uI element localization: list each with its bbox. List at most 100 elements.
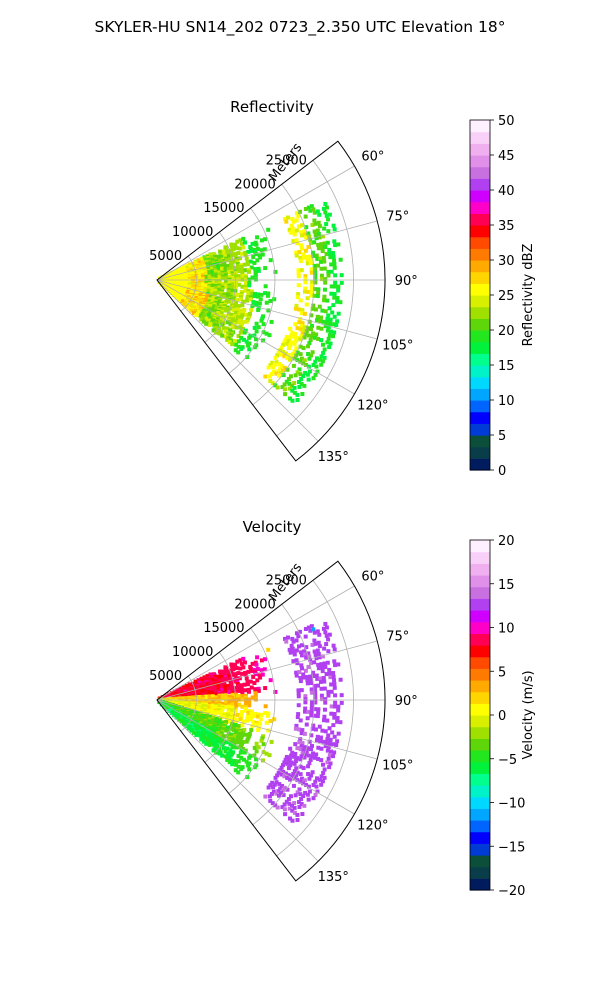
- echo-cell: [293, 758, 298, 763]
- echo-cell: [300, 666, 305, 671]
- echo-cell: [273, 355, 278, 360]
- echo-cell: [257, 301, 262, 306]
- colorbar-segment: [470, 295, 490, 308]
- echo-cell: [316, 325, 321, 330]
- echo-cell: [254, 300, 259, 305]
- echo-cell: [233, 242, 238, 247]
- echo-cell: [253, 687, 258, 692]
- echo-cell: [309, 334, 314, 339]
- echo-cell: [279, 765, 284, 770]
- echo-cell: [315, 209, 320, 214]
- colorbar-tick-label: 10: [498, 622, 515, 637]
- echo-cell: [325, 317, 330, 322]
- echo-cell: [252, 345, 257, 350]
- echo-cell: [224, 258, 229, 263]
- echo-cell: [308, 241, 313, 246]
- echo-cell: [333, 663, 338, 668]
- echo-cell: [216, 264, 221, 269]
- echo-cell: [284, 755, 289, 760]
- echo-cell: [316, 290, 321, 295]
- echo-cell: [250, 241, 255, 246]
- echo-cell: [246, 669, 251, 674]
- echo-cell: [296, 224, 301, 229]
- echo-cell: [219, 292, 224, 297]
- echo-cell: [265, 713, 270, 718]
- echo-cell: [301, 672, 306, 677]
- echo-cell: [309, 773, 314, 778]
- echo-cell: [301, 373, 306, 378]
- echo-cell: [277, 362, 282, 367]
- echo-cell: [254, 242, 259, 247]
- echo-cell: [224, 276, 229, 281]
- echo-cell: [312, 713, 317, 718]
- echo-cell: [283, 392, 288, 397]
- echo-cell: [226, 684, 231, 689]
- echo-cell: [239, 335, 244, 340]
- echo-cell: [244, 298, 249, 303]
- echo-cell: [298, 372, 303, 377]
- range-tick-label: 25000: [266, 573, 307, 588]
- echo-cell: [227, 677, 232, 682]
- echo-cell: [289, 333, 294, 338]
- echo-cell: [275, 353, 280, 358]
- echo-cell: [270, 780, 275, 785]
- colorbar-segment: [470, 773, 490, 786]
- echo-cell: [317, 632, 322, 637]
- echo-cell: [227, 257, 232, 262]
- echo-cell: [325, 660, 330, 665]
- echo-cell: [233, 303, 238, 308]
- echo-cell: [260, 338, 265, 343]
- echo-cell: [271, 789, 276, 794]
- azimuth-tick-label: 105°: [382, 339, 413, 354]
- echo-cell: [189, 728, 194, 733]
- echo-cell: [247, 277, 252, 282]
- echo-cell: [242, 330, 247, 335]
- range-tick-label: 10000: [172, 645, 213, 660]
- echo-cell: [302, 731, 307, 736]
- echo-cell: [292, 761, 297, 766]
- range-tick-label: 5000: [149, 249, 182, 264]
- echo-cell: [292, 349, 297, 354]
- echo-cell: [325, 748, 330, 753]
- echo-cell: [309, 286, 314, 291]
- echo-cell: [327, 345, 332, 350]
- echo-cell: [231, 727, 236, 732]
- echo-cell: [167, 288, 172, 293]
- echo-cell: [289, 760, 294, 765]
- echo-cell: [291, 363, 296, 368]
- echo-cell: [254, 749, 259, 754]
- echo-cell: [228, 328, 233, 333]
- echo-cell: [297, 384, 302, 389]
- echo-cell: [315, 629, 320, 634]
- echo-cell: [276, 350, 281, 355]
- range-ring: [228, 627, 276, 794]
- echo-cell: [223, 749, 228, 754]
- echo-cell: [247, 697, 252, 702]
- azimuth-tick-label: 60°: [361, 149, 384, 164]
- echo-cell: [327, 726, 332, 731]
- echo-cell: [317, 357, 322, 362]
- echo-cell: [191, 310, 196, 315]
- echo-cell: [228, 748, 233, 753]
- echo-cell: [242, 727, 247, 732]
- echo-cell: [212, 322, 217, 327]
- echo-cell: [318, 679, 323, 684]
- echo-cell: [200, 703, 205, 708]
- echo-cell: [214, 272, 219, 277]
- echo-cell: [207, 702, 212, 707]
- echo-cell: [303, 277, 308, 282]
- echo-cell: [254, 757, 259, 762]
- echo-cell: [211, 304, 216, 309]
- echo-cell: [233, 662, 238, 667]
- echo-cell: [311, 751, 316, 756]
- echo-cell: [252, 745, 257, 750]
- echo-cell: [303, 248, 308, 253]
- echo-cell: [309, 733, 314, 738]
- echo-cell: [240, 690, 245, 695]
- echo-cell: [224, 300, 229, 305]
- echo-cell: [229, 711, 234, 716]
- colorbar-tick-label: 20: [498, 534, 515, 549]
- echo-cell: [323, 664, 328, 669]
- echo-cell: [230, 282, 235, 287]
- echo-cell: [220, 707, 225, 712]
